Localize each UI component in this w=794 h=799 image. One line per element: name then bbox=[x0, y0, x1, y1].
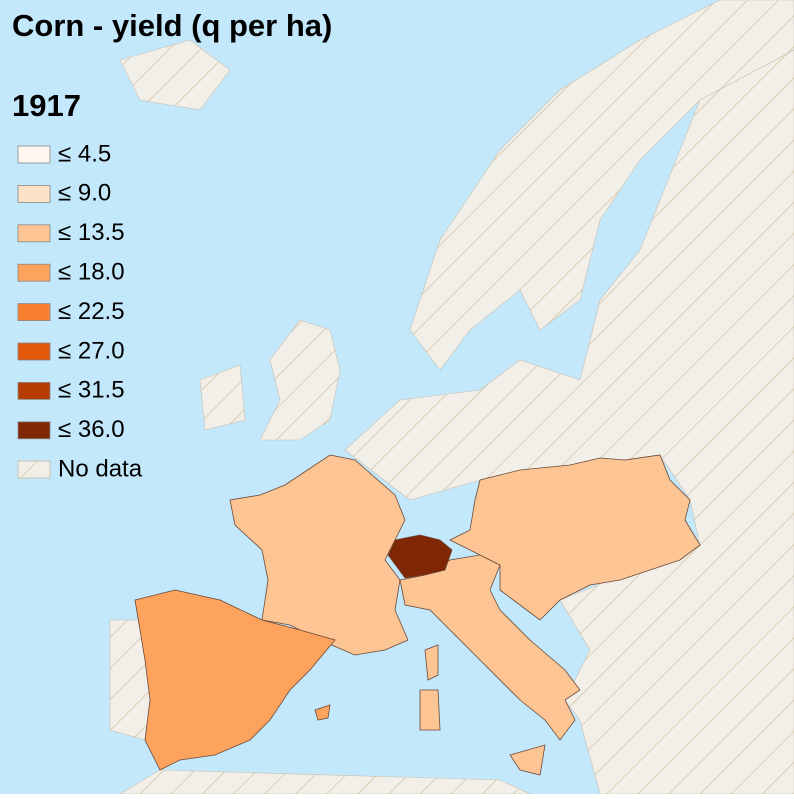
map-title: Corn - yield (q per ha) bbox=[12, 8, 332, 43]
legend-swatch bbox=[17, 421, 51, 440]
year: 1917 bbox=[12, 88, 81, 123]
legend-label: ≤ 31.5 bbox=[58, 377, 125, 404]
legend-label: ≤ 18.0 bbox=[58, 259, 125, 286]
region bbox=[387, 534, 453, 579]
legend-label: No data bbox=[58, 455, 143, 482]
countries bbox=[134, 454, 701, 776]
legend-label: ≤ 9.0 bbox=[58, 180, 111, 207]
legend-swatch bbox=[17, 381, 51, 400]
legend: ≤ 4.5 ≤ 9.0 ≤ 13.5 ≤ 18.0 ≤ 22.5 ≤ 27.0 ≤ 31.5… bbox=[17, 140, 125, 443]
region bbox=[424, 644, 439, 681]
legend-swatch bbox=[17, 224, 51, 243]
legend-label: ≤ 27.0 bbox=[58, 337, 125, 364]
region bbox=[449, 454, 701, 621]
legend-label: ≤ 36.0 bbox=[58, 416, 125, 443]
legend-swatch bbox=[17, 145, 51, 164]
region bbox=[314, 704, 331, 721]
region bbox=[229, 454, 409, 656]
region bbox=[509, 744, 546, 776]
legend-label: ≤ 22.5 bbox=[58, 298, 125, 325]
legend-swatch bbox=[17, 342, 51, 361]
land-no-data bbox=[109, 0, 794, 795]
legend-label: ≤ 13.5 bbox=[58, 219, 125, 246]
legend-swatch bbox=[17, 303, 51, 322]
region bbox=[134, 589, 336, 771]
region bbox=[419, 689, 441, 731]
legend-label: ≤ 4.5 bbox=[58, 140, 111, 167]
legend-swatch bbox=[17, 460, 51, 479]
legend-swatch bbox=[17, 263, 51, 282]
legend-swatch bbox=[17, 184, 51, 203]
